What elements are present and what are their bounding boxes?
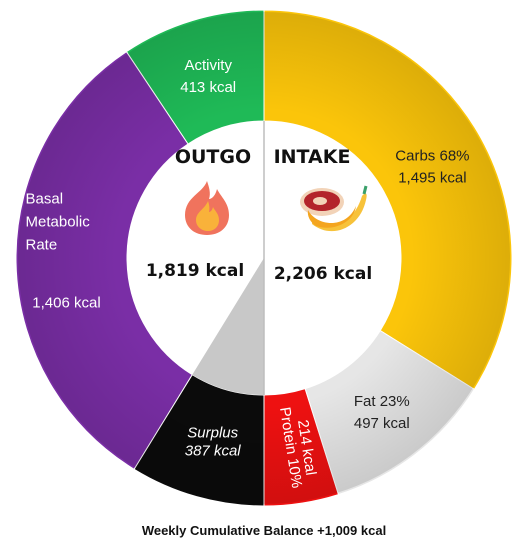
intake-value-carbs: 1,495 kcal <box>398 170 466 187</box>
intake-title: INTAKE <box>274 146 351 168</box>
outgo-label-basal-metabolic-rate: Basal Metabolic Rate <box>26 191 91 254</box>
outgo-value-activity: 413 kcal <box>180 79 236 96</box>
surplus-center-wedge <box>192 258 264 395</box>
fire-icon <box>185 181 229 235</box>
outgo-title: OUTGO <box>175 146 251 168</box>
intake-label-fat: Fat 23% <box>354 393 410 410</box>
intake-total: 2,206 kcal <box>274 264 372 284</box>
chart-caption: Weekly Cumulative Balance +1,009 kcal <box>142 523 386 538</box>
outgo-label-activity: Activity <box>184 57 232 74</box>
outgo-label-surplus: Surplus <box>187 424 238 441</box>
intake-value-fat: 497 kcal <box>354 415 410 432</box>
intake-label-carbs: Carbs 68% <box>395 148 469 165</box>
food-icon <box>300 185 368 232</box>
outgo-value-surplus: 387 kcal <box>185 442 242 459</box>
outgo-value-basal-metabolic-rate: 1,406 kcal <box>32 295 100 312</box>
outgo-total: 1,819 kcal <box>146 261 244 281</box>
